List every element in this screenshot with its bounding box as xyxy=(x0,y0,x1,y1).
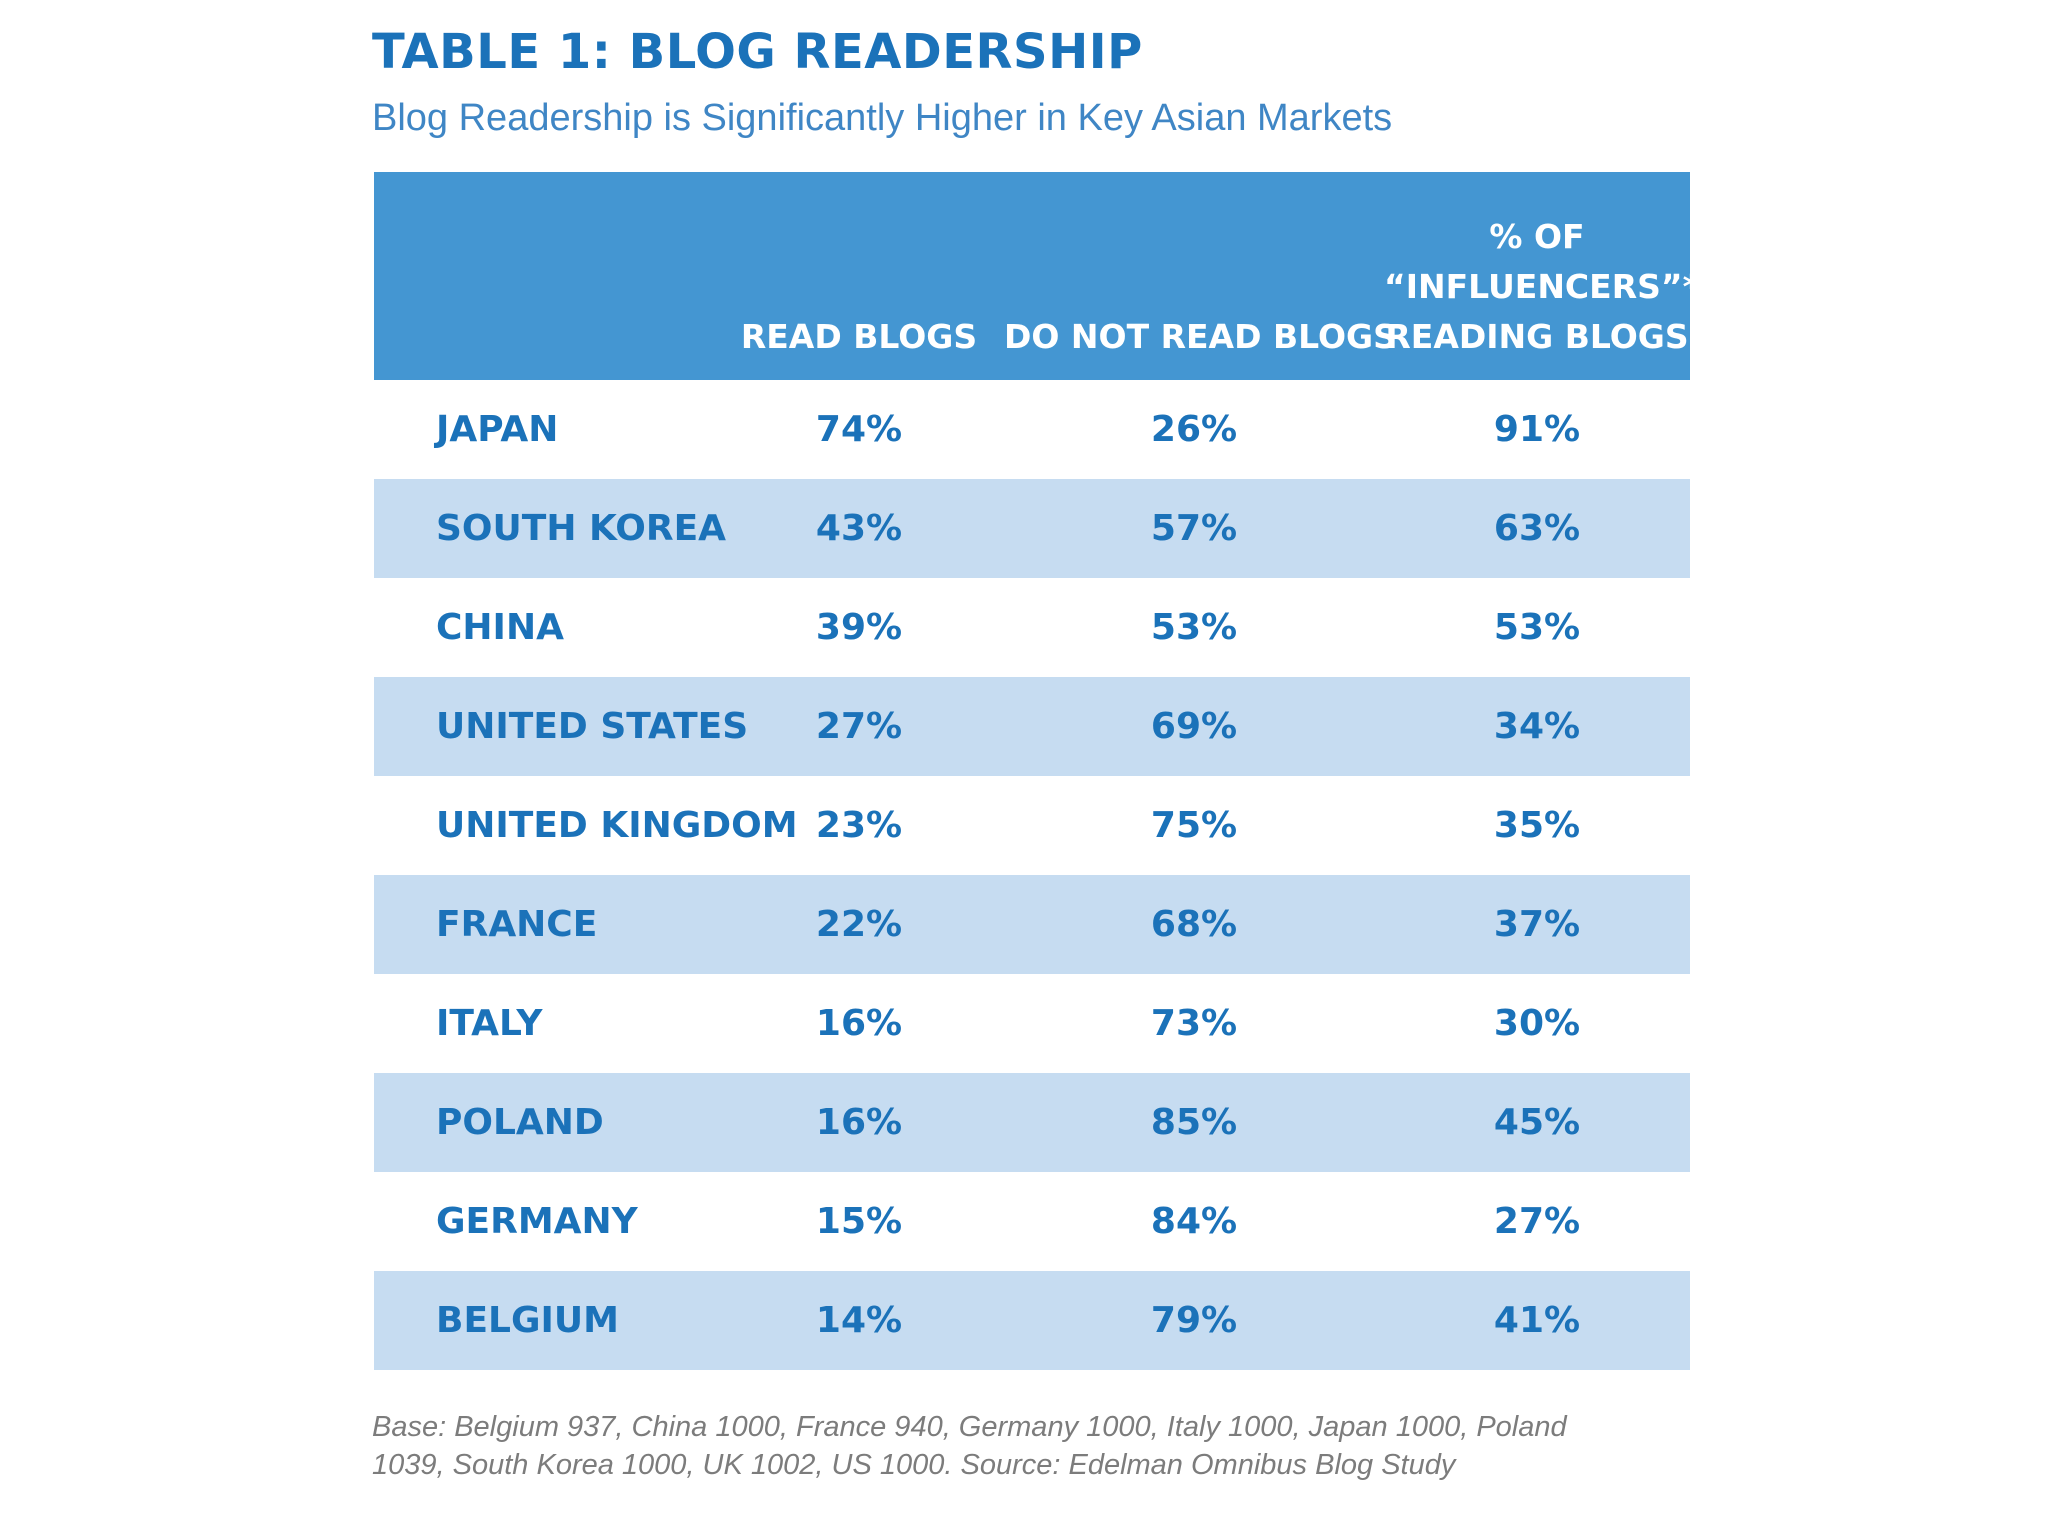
do-not-read-blogs-cell: 75% xyxy=(1004,776,1384,875)
header-do-not-read-blogs: DO NOT READ BLOGS xyxy=(1004,172,1397,380)
table-row: JAPAN 74% 26% 91% xyxy=(374,380,1690,479)
table-row: BELGIUM 14% 79% 41% xyxy=(374,1271,1690,1370)
influencers-reading-cell: 27% xyxy=(1384,1172,1690,1271)
read-blogs-cell: 14% xyxy=(714,1271,1004,1370)
do-not-read-blogs-cell: 26% xyxy=(1004,380,1384,479)
read-blogs-cell: 22% xyxy=(714,875,1004,974)
header-country xyxy=(374,172,714,380)
read-blogs-cell: 74% xyxy=(714,380,1004,479)
do-not-read-blogs-cell: 53% xyxy=(1004,578,1384,677)
do-not-read-blogs-cell: 85% xyxy=(1004,1073,1384,1172)
table-row: GERMANY 15% 84% 27% xyxy=(374,1172,1690,1271)
header-influencers-line-2: “INFLUENCERS”* xyxy=(1384,267,1700,306)
read-blogs-cell: 16% xyxy=(714,974,1004,1073)
country-cell: FRANCE xyxy=(374,875,714,974)
read-blogs-cell: 43% xyxy=(714,479,1004,578)
header-row: READ BLOGS DO NOT READ BLOGS % OF “INFLU… xyxy=(374,172,1700,380)
header-influencers-line-1: % OF xyxy=(1489,217,1585,256)
do-not-read-blogs-cell: 79% xyxy=(1004,1271,1384,1370)
influencers-reading-cell: 41% xyxy=(1384,1271,1690,1370)
influencers-reading-cell: 45% xyxy=(1384,1073,1690,1172)
influencers-reading-cell: 53% xyxy=(1384,578,1690,677)
readership-table-wrapper: READ BLOGS DO NOT READ BLOGS % OF “INFLU… xyxy=(374,172,1700,1370)
footnote-line-2: 1039, South Korea 1000, UK 1002, US 1000… xyxy=(372,1449,1456,1481)
table-row: SOUTH KOREA 43% 57% 63% xyxy=(374,479,1690,578)
influencers-reading-cell: 63% xyxy=(1384,479,1690,578)
table-row: UNITED KINGDOM 23% 75% 35% xyxy=(374,776,1690,875)
do-not-read-blogs-cell: 73% xyxy=(1004,974,1384,1073)
country-cell: JAPAN xyxy=(374,380,714,479)
do-not-read-blogs-cell: 84% xyxy=(1004,1172,1384,1271)
footnote: Base: Belgium 937, China 1000, France 94… xyxy=(372,1408,1702,1484)
table-title: TABLE 1: BLOG READERSHIP xyxy=(372,24,1143,80)
table-row: FRANCE 22% 68% 37% xyxy=(374,875,1690,974)
country-cell: UNITED KINGDOM xyxy=(374,776,798,875)
header-influencers-reading-blogs: % OF “INFLUENCERS”* READING BLOGS xyxy=(1384,172,1700,380)
header-influencers-line-3: READING BLOGS xyxy=(1385,317,1689,356)
read-blogs-cell: 16% xyxy=(714,1073,1004,1172)
influencers-reading-cell: 30% xyxy=(1384,974,1690,1073)
influencers-reading-cell: 91% xyxy=(1384,380,1690,479)
read-blogs-cell: 39% xyxy=(714,578,1004,677)
country-cell: ITALY xyxy=(374,974,714,1073)
header-read-blogs: READ BLOGS xyxy=(714,172,1004,380)
read-blogs-cell: 23% xyxy=(714,776,1004,875)
footnote-line-1: Base: Belgium 937, China 1000, France 94… xyxy=(372,1411,1567,1443)
table-body: JAPAN 74% 26% 91% SOUTH KOREA 43% 57% 63% CHINA 3… xyxy=(374,380,1690,1370)
do-not-read-blogs-cell: 57% xyxy=(1004,479,1384,578)
country-cell: GERMANY xyxy=(374,1172,714,1271)
country-cell: BELGIUM xyxy=(374,1271,714,1370)
read-blogs-cell: 15% xyxy=(714,1172,1004,1271)
table-row: UNITED STATES 27% 69% 34% xyxy=(374,677,1690,776)
read-blogs-cell: 27% xyxy=(714,677,1004,776)
country-cell: POLAND xyxy=(374,1073,714,1172)
table-subtitle: Blog Readership is Significantly Higher … xyxy=(372,97,1393,139)
country-cell: UNITED STATES xyxy=(374,677,748,776)
readership-table: READ BLOGS DO NOT READ BLOGS % OF “INFLU… xyxy=(374,172,1700,1370)
influencers-reading-cell: 35% xyxy=(1384,776,1690,875)
table-row: ITALY 16% 73% 30% xyxy=(374,974,1690,1073)
table-row: CHINA 39% 53% 53% xyxy=(374,578,1690,677)
country-cell: CHINA xyxy=(374,578,714,677)
do-not-read-blogs-cell: 69% xyxy=(1004,677,1384,776)
table-row: POLAND 16% 85% 45% xyxy=(374,1073,1690,1172)
influencers-reading-cell: 34% xyxy=(1384,677,1690,776)
influencers-reading-cell: 37% xyxy=(1384,875,1690,974)
country-cell: SOUTH KOREA xyxy=(374,479,726,578)
do-not-read-blogs-cell: 68% xyxy=(1004,875,1384,974)
